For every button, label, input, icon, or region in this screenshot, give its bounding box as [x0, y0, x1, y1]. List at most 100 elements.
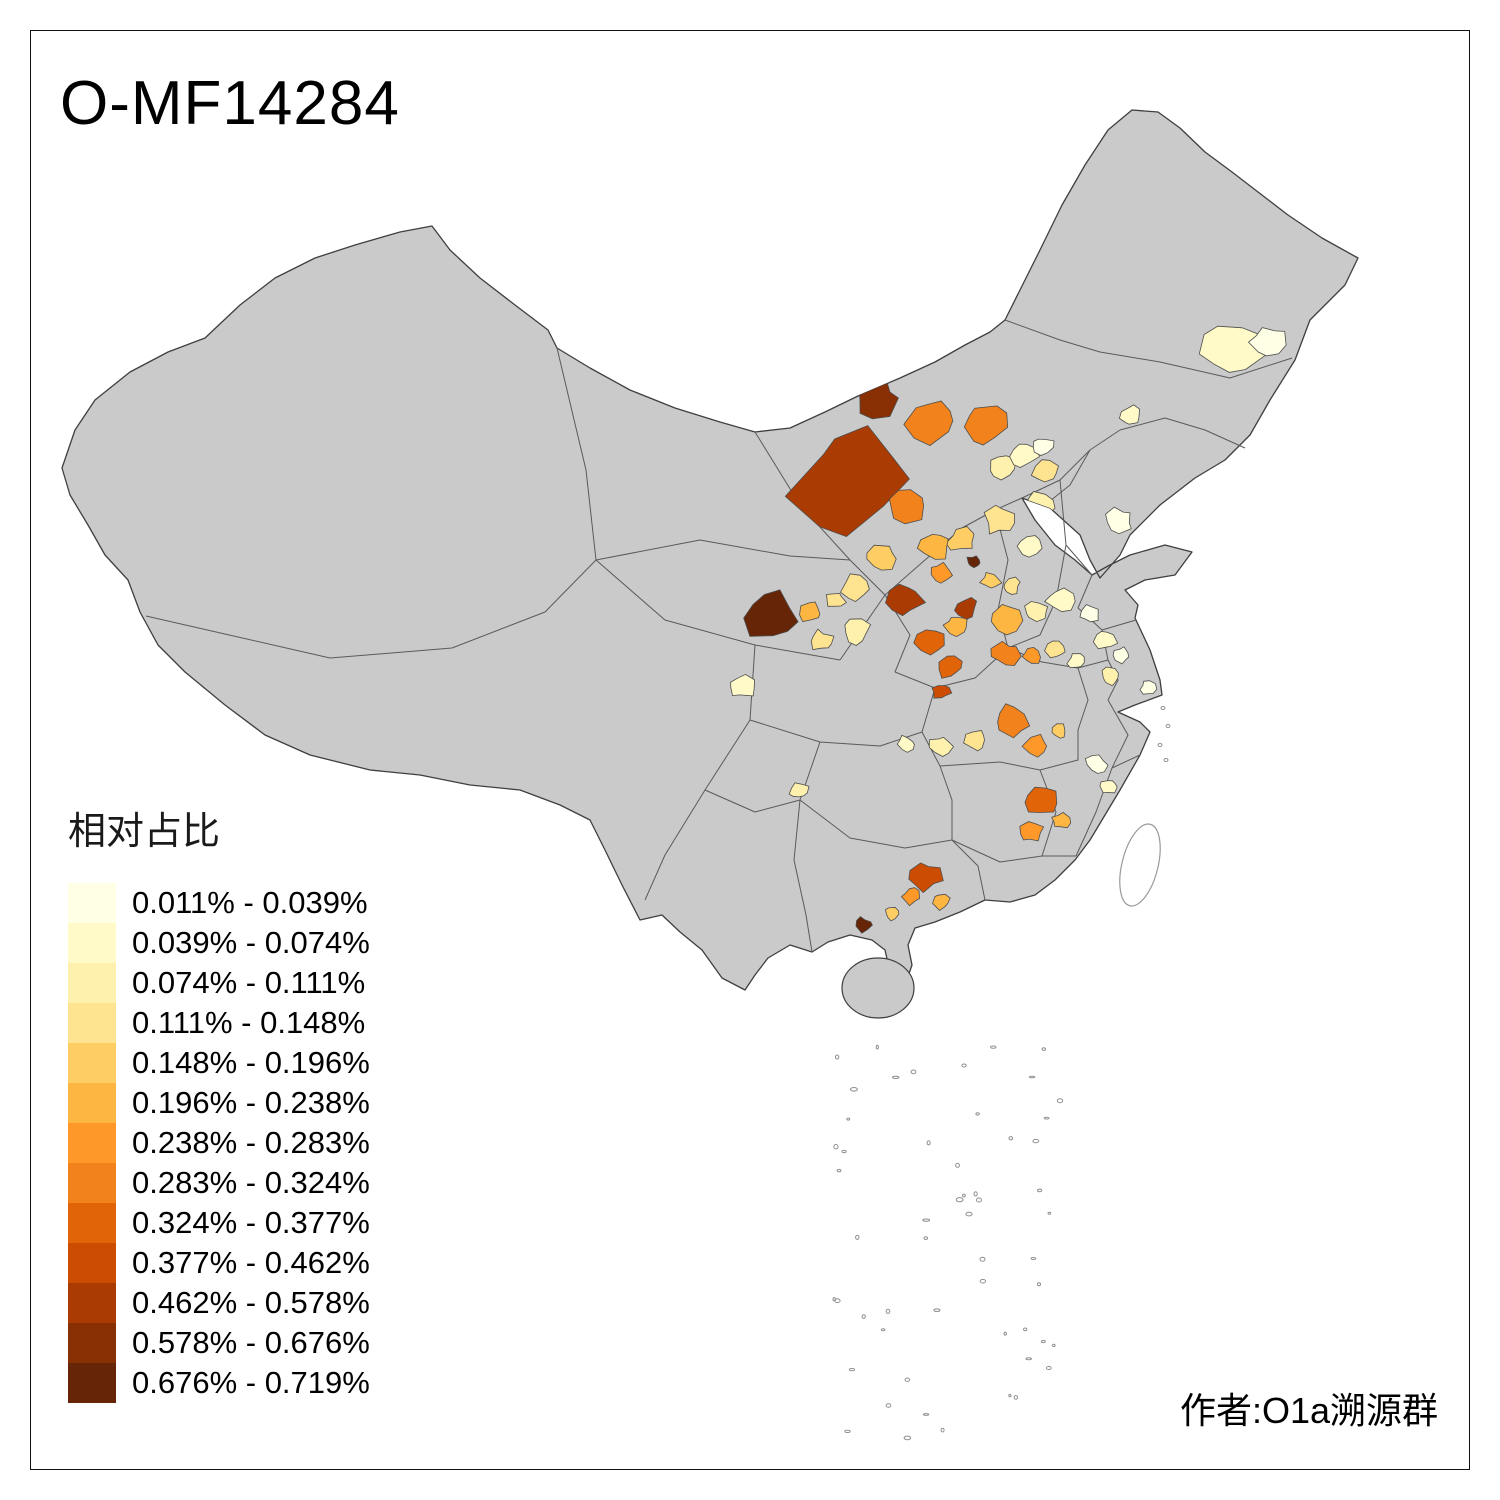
prefecture-region	[885, 583, 927, 617]
islet	[841, 1149, 847, 1154]
legend-label: 0.324% - 0.377%	[132, 1205, 370, 1240]
islet	[1163, 758, 1169, 762]
prefecture-region	[931, 685, 953, 699]
islet	[955, 1197, 964, 1203]
legend-label: 0.283% - 0.324%	[132, 1165, 370, 1200]
prefecture-region	[743, 589, 799, 637]
prefecture-region	[1099, 780, 1118, 794]
legend-label: 0.111% - 0.148%	[132, 1005, 366, 1040]
prefecture-region	[1118, 404, 1141, 425]
islet	[962, 1193, 966, 1198]
legend-row: 0.148% - 0.196%	[68, 1043, 370, 1083]
legend-row: 0.462% - 0.578%	[68, 1283, 370, 1323]
islet	[1160, 706, 1166, 710]
legend-label: 0.578% - 0.676%	[132, 1325, 370, 1360]
hainan-island	[841, 957, 915, 1019]
legend-swatch	[68, 1323, 116, 1363]
prefecture-region	[855, 916, 873, 934]
prefecture-region	[1084, 754, 1109, 774]
legend-row: 0.377% - 0.462%	[68, 1243, 370, 1283]
prefecture-region	[990, 604, 1024, 636]
prefecture-region	[889, 489, 925, 525]
prefecture-region	[788, 782, 810, 798]
legend-swatch	[68, 1083, 116, 1123]
islet	[1165, 724, 1171, 728]
islet	[836, 1168, 842, 1173]
author-credit: 作者:O1a溯源群	[1179, 1390, 1438, 1431]
legend-swatch	[68, 1363, 116, 1403]
prefecture-region	[730, 673, 756, 697]
prefecture-region	[913, 629, 945, 656]
prefecture-region	[1101, 666, 1119, 687]
legend-swatch	[68, 1203, 116, 1243]
prefecture-region	[1051, 723, 1066, 739]
islet	[923, 1236, 929, 1240]
islet	[885, 1403, 892, 1408]
prefecture-region	[963, 405, 1009, 446]
legend-rows: 0.011% - 0.039% 0.039% - 0.074% 0.074% - 0…	[68, 883, 370, 1403]
prefecture-region	[916, 533, 949, 560]
prefecture-region	[908, 862, 944, 894]
colored-prefectures	[730, 325, 1287, 934]
islet	[892, 1075, 900, 1080]
legend-swatch	[68, 1003, 116, 1043]
islet	[1013, 1395, 1018, 1400]
legend-label: 0.148% - 0.196%	[132, 1045, 370, 1080]
prefecture-region	[1024, 786, 1058, 813]
islet	[1008, 1136, 1014, 1141]
legend-row: 0.283% - 0.324%	[68, 1163, 370, 1203]
islet	[848, 1368, 856, 1372]
prefecture-region	[1016, 535, 1043, 558]
islet	[955, 1162, 960, 1168]
islet	[940, 1427, 945, 1433]
islet	[979, 1278, 987, 1284]
prefecture-region	[1021, 733, 1048, 758]
prefecture-region	[1043, 587, 1076, 613]
prefecture-region	[885, 906, 900, 922]
legend: 相对占比 0.011% - 0.039% 0.039% - 0.074% 0.074…	[68, 800, 370, 1403]
prefecture-region	[942, 617, 968, 638]
legend-label: 0.462% - 0.578%	[132, 1285, 370, 1320]
legend-swatch	[68, 883, 116, 923]
legend-label: 0.074% - 0.111%	[132, 965, 366, 1000]
legend-label: 0.011% - 0.039%	[132, 885, 368, 920]
islet	[965, 1211, 973, 1217]
prefecture-region	[945, 526, 975, 551]
islet	[1022, 1327, 1028, 1332]
prefecture-region	[900, 887, 921, 907]
prefecture-region	[839, 573, 870, 602]
islet	[880, 1328, 886, 1332]
prefecture-region	[990, 640, 1022, 667]
taiwan-island	[1119, 823, 1161, 907]
legend-label: 0.676% - 0.719%	[132, 1365, 370, 1400]
legend-row: 0.039% - 0.074%	[68, 923, 370, 963]
islet	[855, 1234, 860, 1240]
islet	[1008, 1393, 1012, 1398]
prefecture-region	[1019, 821, 1045, 842]
legend-row: 0.074% - 0.111%	[68, 963, 370, 1003]
islet	[922, 1218, 931, 1222]
prefecture-region	[928, 736, 955, 757]
islet	[849, 1087, 858, 1092]
prefecture-region	[866, 544, 897, 571]
legend-row: 0.324% - 0.377%	[68, 1203, 370, 1243]
islet	[875, 1044, 879, 1050]
islet	[990, 1045, 997, 1049]
prefecture-region	[930, 561, 954, 584]
legend-row: 0.111% - 0.148%	[68, 1003, 370, 1043]
islet	[933, 1308, 941, 1312]
prefecture-region	[932, 893, 951, 912]
prefecture-region	[844, 618, 872, 646]
islet	[910, 1069, 917, 1075]
islet	[1037, 1282, 1041, 1287]
legend-label: 0.196% - 0.238%	[132, 1085, 370, 1120]
islet	[834, 1054, 840, 1060]
legend-swatch	[68, 1163, 116, 1203]
prefecture-region	[1079, 604, 1099, 623]
islet	[961, 1063, 967, 1068]
islet	[1043, 1116, 1050, 1120]
prefecture-region	[810, 628, 835, 651]
prefecture-region	[983, 504, 1016, 535]
province-borders	[145, 319, 1293, 953]
